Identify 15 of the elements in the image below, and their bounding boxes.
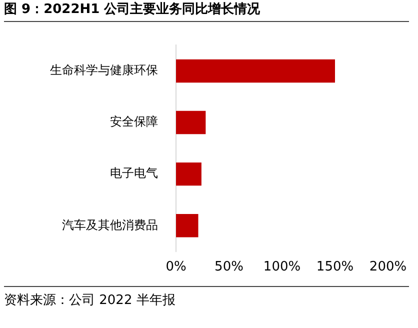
bar bbox=[176, 162, 202, 186]
y-tick-label: 电子电气 bbox=[110, 166, 158, 180]
y-tick-label: 汽车及其他消费品 bbox=[62, 218, 158, 232]
y-tick-label: 安全保障 bbox=[110, 114, 158, 129]
x-tick-label: 0% bbox=[166, 260, 186, 275]
y-tick-label: 生命科学与健康环保 bbox=[50, 63, 158, 78]
x-tick-label: 200% bbox=[369, 260, 407, 275]
text: 资料来源：公司 2022 半年报 bbox=[4, 286, 409, 309]
x-tick-label: 150% bbox=[316, 260, 354, 275]
x-tick-label: 100% bbox=[263, 260, 301, 275]
x-tick-label: 50% bbox=[214, 260, 244, 275]
bar bbox=[176, 110, 206, 134]
chart-title: 图 9：2022H1 公司主要业务同比增长情况 bbox=[4, 0, 409, 22]
bar bbox=[176, 59, 335, 83]
bar bbox=[176, 214, 198, 238]
